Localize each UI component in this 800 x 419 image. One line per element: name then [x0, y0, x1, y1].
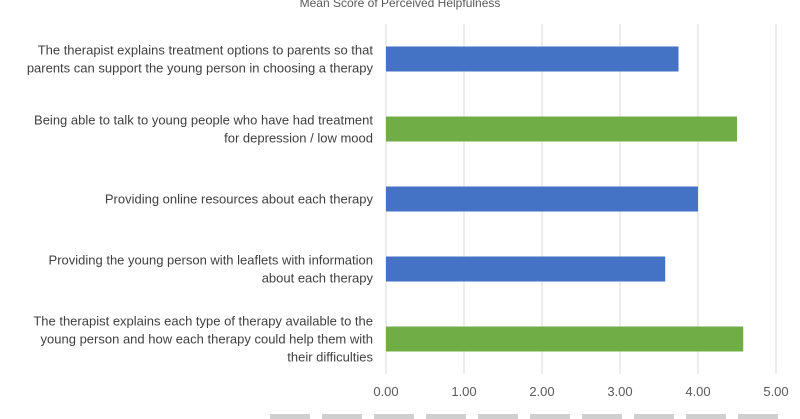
- legend-fragment: [322, 414, 362, 419]
- legend-fragment: [582, 414, 622, 419]
- category-label-line: parents can support the young person in …: [27, 61, 374, 76]
- bar: [386, 256, 666, 282]
- x-tick-label: 2.00: [529, 384, 554, 399]
- category-label: Providing online resources about each th…: [105, 192, 374, 207]
- legend-fragment: [426, 414, 466, 419]
- category-label-line: about each therapy: [262, 271, 374, 286]
- category-label-line: The therapist explains treatment options…: [38, 43, 374, 58]
- category-label-line: Being able to talk to young people who h…: [34, 113, 373, 128]
- category-label: The therapist explains each type of ther…: [33, 314, 373, 365]
- category-label: The therapist explains treatment options…: [27, 43, 374, 76]
- legend-fragment: [634, 414, 674, 419]
- legend-fragment: [270, 414, 310, 419]
- category-label-line: Providing the young person with leaflets…: [49, 253, 373, 268]
- legend-fragment: [686, 414, 726, 419]
- x-tick-label: 1.00: [451, 384, 476, 399]
- category-label: Being able to talk to young people who h…: [34, 113, 373, 146]
- category-label-line: their difficulties: [287, 350, 373, 365]
- legend-cut-off: [270, 414, 778, 419]
- x-tick-label: 4.00: [685, 384, 710, 399]
- legend-fragment: [530, 414, 570, 419]
- x-tick-label: 0.00: [373, 384, 398, 399]
- category-labels: The therapist explains treatment options…: [27, 43, 374, 365]
- category-label-line: The therapist explains each type of ther…: [33, 314, 373, 329]
- legend-fragment: [478, 414, 518, 419]
- x-tick-label: 5.00: [763, 384, 788, 399]
- category-label-line: Providing online resources about each th…: [105, 192, 374, 207]
- x-tick-labels: 0.00 1.00 2.00 3.00 4.00 5.00: [373, 384, 788, 399]
- bar: [386, 116, 737, 142]
- x-tick-label: 3.00: [607, 384, 632, 399]
- category-label: Providing the young person with leaflets…: [49, 253, 374, 286]
- legend-fragment: [374, 414, 414, 419]
- bar: [386, 326, 744, 352]
- bar: [386, 186, 698, 212]
- chart-title: Mean Score of Perceived Helpfulness: [300, 0, 501, 10]
- bar: [386, 46, 679, 72]
- category-label-line: young person and how each therapy could …: [41, 332, 373, 347]
- category-label-line: for depression / low mood: [224, 131, 373, 146]
- legend-fragment: [738, 414, 778, 419]
- bars: [386, 46, 744, 352]
